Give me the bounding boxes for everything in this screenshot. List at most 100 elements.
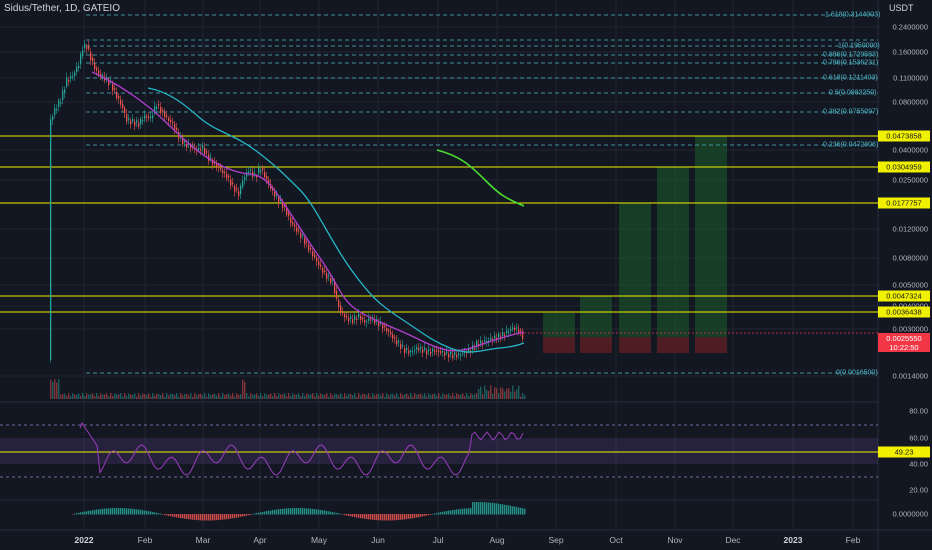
volume-bar [512,385,514,399]
candle-body [68,80,70,82]
key-level-price[interactable]: 0.0047324 [878,290,930,302]
macd-bar [312,508,314,515]
volume-bar [406,393,408,399]
macd-bar [502,504,504,515]
price-tick: 0.0080000 [892,253,928,263]
symbol-title[interactable]: Sidus/Tether, 1D, GATEIO [4,3,120,14]
candle-body [418,348,420,351]
volume-bar [392,393,394,399]
candle-body [468,348,470,352]
macd-bar [504,504,506,515]
volume-bar [168,395,170,399]
key-level-price[interactable]: 0.0473858 [878,130,930,142]
macd-bar [168,514,170,516]
candle-body [186,144,188,148]
macd-bar [330,511,332,515]
candle-body [384,326,386,328]
candle-body [118,96,120,99]
volume-bar [382,393,384,399]
key-level-price[interactable]: 0.0304959 [878,161,930,173]
macd-bar [468,508,470,515]
macd-bar [180,514,182,519]
volume-bar [136,396,138,399]
volume-bar [490,385,492,399]
projection-arrow [436,149,525,207]
volume-bar [474,394,476,399]
candle-body [154,106,156,114]
volume-bar [404,394,406,399]
candle-body [442,351,444,353]
volume-bar [110,393,112,399]
volume-bar [388,395,390,399]
volume-bar [360,395,362,399]
key-level-price[interactable]: 0.0177757 [878,197,930,209]
candle-body [408,350,410,354]
volume-bar [210,395,212,399]
macd-bar [382,514,384,521]
volume-bar [120,393,122,399]
volume-bar [292,393,294,399]
volume-bar [438,393,440,399]
key-level-price[interactable]: 0.0036438 [878,306,930,318]
volume-bar [270,393,272,399]
candle-body [60,102,62,105]
macd-bar [326,510,328,515]
candle-body [306,241,308,243]
candle-body [474,348,476,350]
volume-bar [386,393,388,399]
macd-bar [446,510,448,515]
macd-bar [228,514,230,519]
volume-bar [164,396,166,399]
macd-bar [220,514,222,520]
volume-bar [408,395,410,399]
macd-bar [474,502,476,515]
macd-bar [406,514,408,520]
candle-body [132,119,134,122]
candle-body [170,120,172,122]
candle-body [70,76,72,79]
volume-bar [494,387,496,399]
macd-bar [290,508,292,515]
volume-bar [146,394,148,399]
candle-body [146,116,148,118]
candle-body [444,352,446,356]
macd-bar [172,514,174,517]
candle-body [108,80,110,85]
price-tick: 0.1600000 [892,47,928,57]
candle-body [376,319,378,321]
volume-bar [176,393,178,399]
volume-bar [302,393,304,399]
volume-bar [446,394,448,399]
price-tick: 0.0030000 [892,324,928,334]
macd-bar [372,514,374,520]
volume-bar [178,396,180,399]
candle-body [510,329,512,331]
macd-bar [158,513,160,515]
date-label: Feb [845,535,861,545]
price-tick: 0.1100000 [893,73,928,83]
macd-bar [414,514,416,518]
price-tick: 0.0800000 [892,97,928,107]
candle-body [152,115,154,118]
date-label: Feb [137,535,153,545]
target-zone [580,296,612,337]
volume-bar [274,393,276,399]
candle-body [148,116,150,119]
macd-bar [516,506,518,515]
macd-bar [264,511,266,515]
candle-body [124,108,126,114]
candle-body [494,335,496,339]
macd-bar [258,512,260,515]
macd-bar [82,511,84,515]
ma-fast-line [91,71,525,352]
candle-body [370,319,372,321]
volume-bar [218,393,220,399]
candle-body [490,337,492,340]
volume-bar [174,395,176,399]
candle-body [454,352,456,355]
macd-bar [430,514,432,515]
macd-bar [304,508,306,515]
volume-bar [452,393,454,399]
candle-body [326,273,328,279]
